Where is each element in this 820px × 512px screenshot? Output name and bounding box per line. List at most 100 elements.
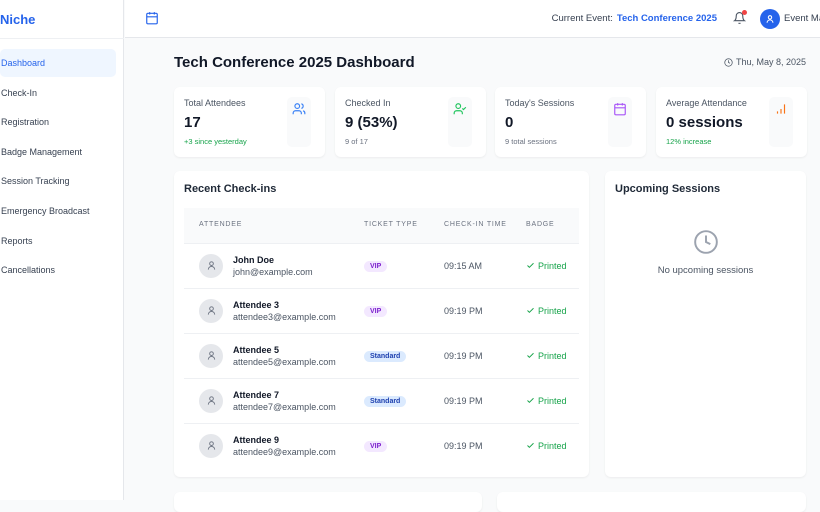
upcoming-sessions-card: Upcoming Sessions No upcoming sessions	[605, 171, 806, 477]
attendee-email: attendee3@example.com	[233, 311, 336, 322]
attendee-email: attendee9@example.com	[233, 446, 336, 457]
column-header: BADGE	[511, 208, 579, 243]
badge-status: Printed	[526, 441, 579, 451]
sidebar-item-check-in[interactable]: Check-In	[0, 79, 116, 107]
badge-status-text: Printed	[538, 305, 567, 316]
sidebar-item-label: Dashboard	[1, 58, 46, 68]
card-title: Recent Check-ins	[184, 183, 277, 195]
bell-icon[interactable]	[732, 11, 747, 30]
clock-icon	[724, 57, 733, 67]
sidebar-item-cancellations[interactable]: Cancellations	[0, 256, 116, 284]
sidebar-item-badge-management[interactable]: Badge Management	[0, 138, 116, 166]
stat-value: 0	[505, 114, 514, 131]
column-header: CHECK-IN TIME	[429, 208, 511, 243]
badge-status-text: Printed	[538, 260, 567, 271]
attendee-name: Attendee 3	[233, 299, 280, 310]
user-avatar-icon	[199, 298, 223, 323]
check-icon	[527, 307, 534, 314]
badge-status: Printed	[526, 396, 579, 406]
check-icon	[527, 262, 534, 269]
sidebar-item-label: Reports	[1, 235, 33, 246]
sidebar-item-dashboard[interactable]: Dashboard	[0, 49, 116, 77]
stat-value: 9 (53%)	[345, 114, 398, 131]
calendar-icon[interactable]	[145, 11, 159, 30]
badge-status-text: Printed	[538, 440, 567, 451]
attendee-email: john@example.com	[233, 266, 313, 277]
calendar-icon	[614, 103, 626, 116]
checkin-time: 09:19 PM	[429, 332, 511, 378]
checkin-time: 09:19 PM	[429, 377, 511, 423]
user-name[interactable]: Event Manager	[784, 13, 820, 24]
avatar[interactable]	[760, 9, 780, 29]
badge-status: Printed	[526, 351, 579, 361]
bottom-card	[497, 492, 806, 512]
sidebar-item-label: Check-In	[1, 87, 38, 98]
empty-message: No upcoming sessions	[657, 265, 754, 276]
page-date: Thu, May 8, 2025	[724, 57, 806, 67]
user-avatar-icon	[199, 433, 223, 458]
attendee-name: Attendee 5	[233, 344, 280, 355]
stat-card: Today's Sessions 0 9 total sessions	[495, 87, 646, 157]
sidebar-item-label: Cancellations	[1, 265, 56, 276]
attendee-name: John Doe	[233, 254, 275, 265]
recent-checkins-card: Recent Check-ins ATTENDEE TICKET TYPE CHEC…	[174, 171, 589, 477]
sidebar-item-registration[interactable]: Registration	[0, 108, 116, 136]
users-icon	[292, 103, 306, 115]
sidebar: Niche Dashboard Check-In Registration Badge…	[0, 0, 124, 500]
sidebar-item-emergency-broadcast[interactable]: Emergency Broadcast	[0, 197, 116, 225]
stat-subtext: 9 of 17	[345, 137, 368, 146]
sidebar-item-reports[interactable]: Reports	[0, 227, 116, 255]
stat-value: 0 sessions	[666, 114, 743, 131]
badge-status: Printed	[526, 306, 579, 316]
table-row[interactable]: Attendee 3 attendee3@example.com VIP 09:19 …	[184, 287, 579, 333]
table-row[interactable]: Attendee 9 attendee9@example.com VIP 09:19 …	[184, 422, 579, 468]
badge-status: Printed	[526, 261, 579, 271]
stat-card: Total Attendees 17 +3 since yesterday	[174, 87, 325, 157]
checkin-time: 09:19 PM	[429, 287, 511, 333]
bottom-card	[174, 492, 482, 512]
check-icon	[527, 443, 534, 449]
ticket-badge: VIP	[364, 305, 388, 317]
column-header: ATTENDEE	[184, 208, 349, 243]
sidebar-item-session-tracking[interactable]: Session Tracking	[0, 167, 116, 195]
page-title: Tech Conference 2025 Dashboard	[174, 54, 415, 71]
table-row[interactable]: Attendee 5 attendee5@example.com Standard 0…	[184, 332, 579, 378]
stat-subtext: 9 total sessions	[505, 137, 557, 146]
badge-status-text: Printed	[538, 395, 567, 406]
sidebar-item-label: Session Tracking	[1, 176, 70, 187]
user-avatar-icon	[199, 253, 223, 278]
attendee-email: attendee7@example.com	[233, 401, 336, 412]
stat-card: Checked In 9 (53%) 9 of 17	[335, 87, 486, 157]
bar-chart-icon	[776, 104, 786, 114]
user-avatar-icon	[199, 343, 223, 368]
sidebar-nav: Dashboard Check-In Registration Badge Manag…	[0, 49, 124, 286]
attendee-name: Attendee 9	[233, 434, 280, 445]
ticket-badge: Standard	[364, 395, 407, 407]
user-avatar-icon	[199, 388, 223, 413]
check-icon	[527, 352, 534, 359]
stat-card: Average Attendance 0 sessions 12% increase	[656, 87, 807, 157]
divider	[0, 38, 124, 39]
stat-label: Today's Sessions	[505, 98, 575, 108]
checkin-time: 09:19 PM	[429, 422, 511, 468]
header: Current Event: Tech Conference 2025 Event…	[125, 0, 820, 38]
clock-icon	[693, 229, 719, 260]
stat-label: Total Attendees	[184, 98, 246, 108]
column-header: TICKET TYPE	[349, 208, 429, 243]
check-icon	[527, 397, 534, 404]
stat-label: Average Attendance	[666, 98, 747, 108]
current-event: Current Event: Tech Conference 2025	[552, 13, 717, 24]
stat-label: Checked In	[345, 98, 391, 108]
current-event-label: Current Event:	[551, 13, 613, 24]
checkin-time: 09:15 AM	[429, 242, 511, 288]
sidebar-item-label: Emergency Broadcast	[1, 205, 90, 216]
stat-subtext: +3 since yesterday	[184, 137, 247, 146]
table-row[interactable]: John Doe john@example.com VIP 09:15 AM Print…	[184, 242, 579, 288]
ticket-badge: VIP	[364, 440, 388, 452]
table-row[interactable]: Attendee 7 attendee7@example.com Standard 0…	[184, 377, 579, 423]
attendee-email: attendee5@example.com	[233, 356, 336, 367]
current-event-name[interactable]: Tech Conference 2025	[616, 13, 717, 24]
date-text: Thu, May 8, 2025	[735, 57, 806, 67]
ticket-badge: Standard	[364, 350, 407, 362]
user-check-icon	[453, 103, 467, 115]
